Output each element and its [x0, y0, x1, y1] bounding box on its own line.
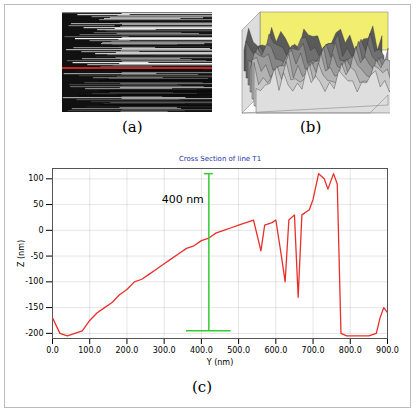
html-text:(c): (c) — [192, 378, 213, 396]
svg-text:500.0: 500.0 — [227, 346, 250, 355]
html-text:(b): (b) — [300, 118, 322, 136]
svg-text:-50: -50 — [30, 252, 43, 261]
svg-text:200.0: 200.0 — [115, 346, 138, 355]
svg-text:600.0: 600.0 — [264, 346, 287, 355]
svg-text:700.0: 700.0 — [302, 346, 325, 355]
svg-text:Cross Section of line T1: Cross Section of line T1 — [179, 155, 261, 163]
svg-text:300.0: 300.0 — [153, 346, 176, 355]
svg-text:400.0: 400.0 — [190, 346, 213, 355]
svg-text:0: 0 — [38, 226, 43, 235]
svg-text:0.0: 0.0 — [46, 346, 59, 355]
svg-text:-100: -100 — [25, 277, 43, 286]
svg-text:100.0: 100.0 — [78, 346, 101, 355]
svg-text:800.0: 800.0 — [339, 346, 362, 355]
svg-text:-200: -200 — [25, 329, 43, 338]
svg-text:100: 100 — [28, 174, 43, 183]
svg-text:900.0: 900.0 — [376, 346, 399, 355]
svg-text:Y (nm): Y (nm) — [206, 358, 234, 367]
html-text:(a): (a) — [122, 118, 143, 136]
svg-text:400 nm: 400 nm — [162, 193, 204, 206]
svg-text:Z (nm): Z (nm) — [17, 240, 26, 267]
svg-text:-150: -150 — [25, 303, 43, 312]
svg-text:50: 50 — [33, 200, 43, 209]
